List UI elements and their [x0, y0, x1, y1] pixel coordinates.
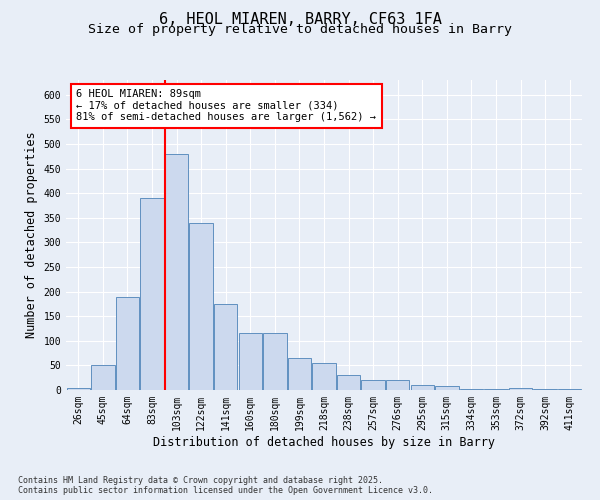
Bar — [460, 388, 483, 390]
Text: Contains HM Land Registry data © Crown copyright and database right 2025.
Contai: Contains HM Land Registry data © Crown c… — [18, 476, 433, 495]
Bar — [386, 380, 409, 390]
Bar — [288, 358, 311, 390]
Bar — [337, 375, 360, 390]
Bar — [91, 366, 115, 390]
Bar — [533, 389, 557, 390]
Text: Size of property relative to detached houses in Barry: Size of property relative to detached ho… — [88, 22, 512, 36]
Bar — [165, 154, 188, 390]
Bar — [239, 334, 262, 390]
Bar — [509, 388, 532, 390]
Bar — [214, 304, 238, 390]
Bar — [484, 388, 508, 390]
Bar — [116, 296, 139, 390]
Bar — [313, 363, 335, 390]
Bar — [558, 388, 581, 390]
Bar — [435, 386, 458, 390]
Text: 6, HEOL MIAREN, BARRY, CF63 1FA: 6, HEOL MIAREN, BARRY, CF63 1FA — [158, 12, 442, 28]
Bar — [361, 380, 385, 390]
Bar — [410, 385, 434, 390]
Text: 6 HEOL MIAREN: 89sqm
← 17% of detached houses are smaller (334)
81% of semi-deta: 6 HEOL MIAREN: 89sqm ← 17% of detached h… — [76, 90, 376, 122]
Bar — [263, 334, 287, 390]
Bar — [190, 222, 213, 390]
Y-axis label: Number of detached properties: Number of detached properties — [25, 132, 38, 338]
Bar — [140, 198, 164, 390]
X-axis label: Distribution of detached houses by size in Barry: Distribution of detached houses by size … — [153, 436, 495, 448]
Bar — [67, 388, 90, 390]
